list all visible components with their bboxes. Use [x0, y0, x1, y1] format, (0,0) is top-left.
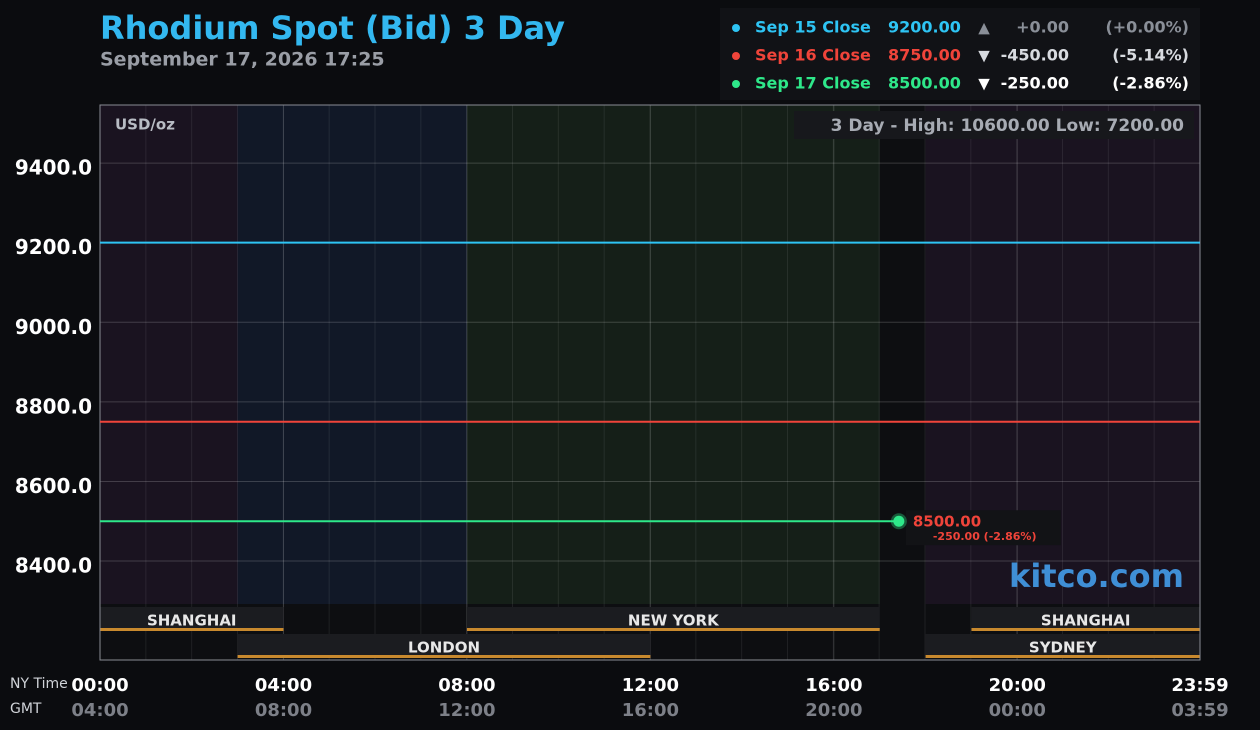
last-point-change: -250.00 (-2.86%): [933, 530, 1037, 543]
x-tick-label: 12:00: [622, 675, 679, 696]
x-tick-label: 00:00: [71, 675, 128, 696]
x2-axis-label: GMT: [10, 701, 42, 717]
session-shade: [466, 105, 880, 604]
x2-tick-label: 03:59: [1171, 700, 1228, 721]
session-bar: [100, 607, 284, 631]
session-bar: [237, 634, 651, 658]
x-axis-label: NY Time: [10, 676, 68, 692]
legend-change: -450.00: [1001, 46, 1069, 65]
x2-tick-label: 04:00: [71, 700, 128, 721]
legend-value: 9200.00: [888, 18, 961, 37]
x-tick-label: 23:59: [1171, 675, 1228, 696]
session-bar: [466, 607, 880, 631]
legend-label: Sep 17 Close: [755, 74, 871, 93]
legend-label: Sep 15 Close: [755, 18, 871, 37]
x-tick-label: 08:00: [438, 675, 495, 696]
x2-tick-label: 16:00: [622, 700, 679, 721]
last-point: [893, 515, 905, 527]
y-tick-label: 8600.0: [15, 474, 92, 498]
chart-subtitle: September 17, 2026 17:25: [100, 49, 385, 71]
x-tick-label: 04:00: [255, 675, 312, 696]
plot-border: [99, 104, 1201, 661]
chart-title: Rhodium Spot (Bid) 3 Day: [100, 9, 565, 47]
legend-value: 8750.00: [888, 46, 961, 65]
legend-change-pct: (-5.14%): [1112, 46, 1189, 65]
session-bar: [925, 634, 1200, 658]
watermark: kitco.com: [1009, 557, 1184, 595]
session-bar: [971, 607, 1200, 631]
session-underline: [971, 628, 1200, 631]
legend-change-pct: (-2.86%): [1112, 74, 1189, 93]
x-tick-label: 20:00: [989, 675, 1046, 696]
y-tick-label: 8800.0: [15, 394, 92, 418]
legend-change: +0.00: [1016, 18, 1069, 37]
legend-arrow: ▼: [978, 75, 990, 93]
legend-label: Sep 16 Close: [755, 46, 871, 65]
legend-change: -250.00: [1001, 74, 1069, 93]
session-label: LONDON: [408, 639, 480, 657]
session-underline: [100, 628, 284, 631]
y-tick-label: 9000.0: [15, 315, 92, 339]
x-tick-label: 16:00: [805, 675, 862, 696]
session-label: SHANGHAI: [1041, 612, 1131, 630]
session-label: SYDNEY: [1029, 639, 1098, 657]
x2-tick-label: 00:00: [989, 700, 1046, 721]
legend-marker: [732, 52, 740, 60]
x2-tick-label: 08:00: [255, 700, 312, 721]
legend-box: [720, 8, 1200, 100]
range-note-box: [794, 111, 1194, 139]
y-tick-label: 9400.0: [15, 156, 92, 180]
x2-tick-label: 12:00: [438, 700, 495, 721]
y-tick-label: 8400.0: [15, 554, 92, 578]
legend-value: 8500.00: [888, 74, 961, 93]
session-label: SHANGHAI: [147, 612, 237, 630]
legend-marker: [732, 24, 740, 32]
x2-tick-label: 20:00: [805, 700, 862, 721]
legend-arrow: ▼: [978, 47, 990, 65]
legend-arrow: ▲: [978, 19, 990, 37]
y-axis-label: USD/oz: [115, 116, 175, 134]
range-note: 3 Day - High: 10600.00 Low: 7200.00: [831, 116, 1185, 136]
session-label: NEW YORK: [628, 612, 720, 630]
y-tick-label: 9200.0: [15, 235, 92, 259]
session-underline: [466, 628, 880, 631]
last-point-value: 8500.00: [913, 513, 981, 531]
last-point-box: [905, 510, 1061, 546]
legend-change-pct: (+0.00%): [1105, 18, 1189, 37]
session-underline: [925, 655, 1200, 658]
legend-marker: [732, 80, 740, 88]
session-underline: [237, 655, 651, 658]
